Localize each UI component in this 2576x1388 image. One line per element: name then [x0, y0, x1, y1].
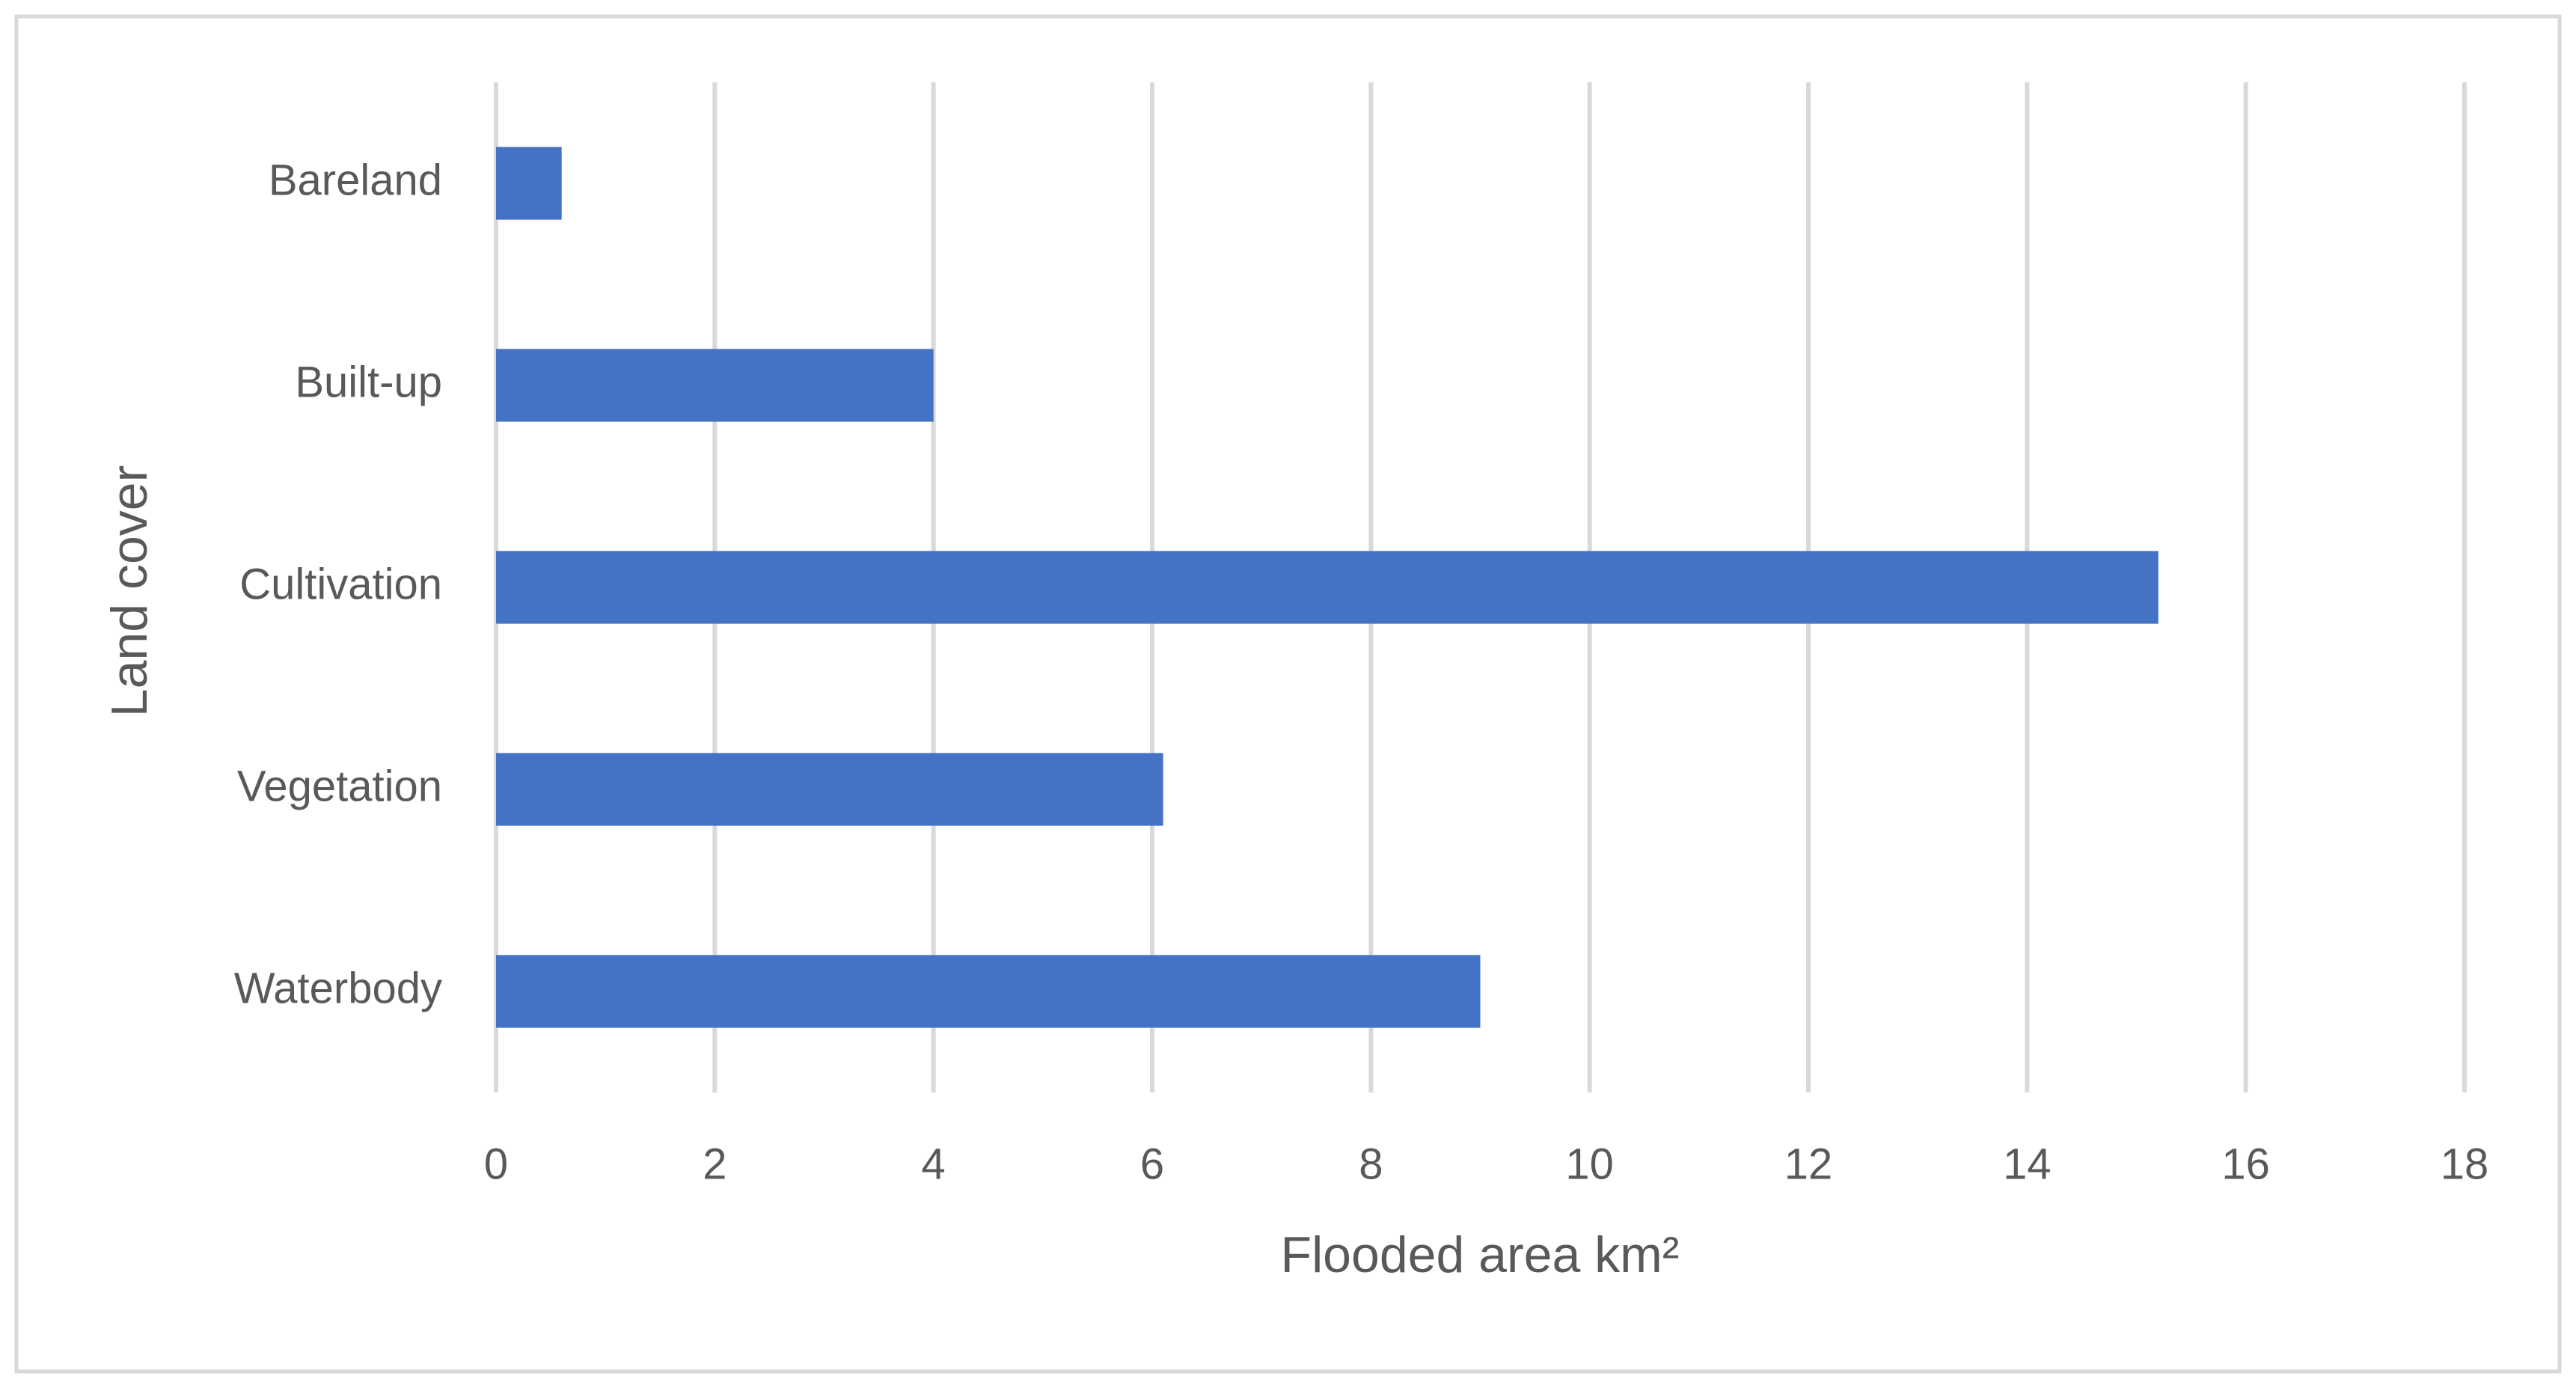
y-tick-label: Built-up [295, 358, 442, 406]
y-tick-label: Vegetation [237, 762, 442, 810]
x-tick-label: 18 [2441, 1140, 2489, 1188]
bar [496, 551, 2159, 624]
x-axis-title: Flooded area km² [1281, 1226, 1680, 1283]
x-tick-label: 2 [703, 1140, 726, 1188]
y-tick-label: Cultivation [239, 560, 442, 608]
x-tick-label: 8 [1359, 1140, 1383, 1188]
bar [496, 753, 1163, 826]
x-tick-label: 6 [1140, 1140, 1164, 1188]
chart-border [14, 14, 2562, 1374]
bar [496, 955, 1481, 1028]
x-tick-label: 12 [1784, 1140, 1833, 1188]
x-tick-label: 0 [484, 1140, 508, 1188]
x-tick-label: 14 [2003, 1140, 2052, 1188]
y-axis-title: Land cover [101, 465, 158, 717]
x-tick-label: 4 [922, 1140, 946, 1188]
x-tick-label: 16 [2221, 1140, 2270, 1188]
bar [496, 147, 562, 220]
y-tick-label: Bareland [269, 156, 442, 204]
y-tick-label: Waterbody [234, 964, 442, 1012]
x-tick-label: 10 [1565, 1140, 1614, 1188]
bar [496, 349, 934, 422]
